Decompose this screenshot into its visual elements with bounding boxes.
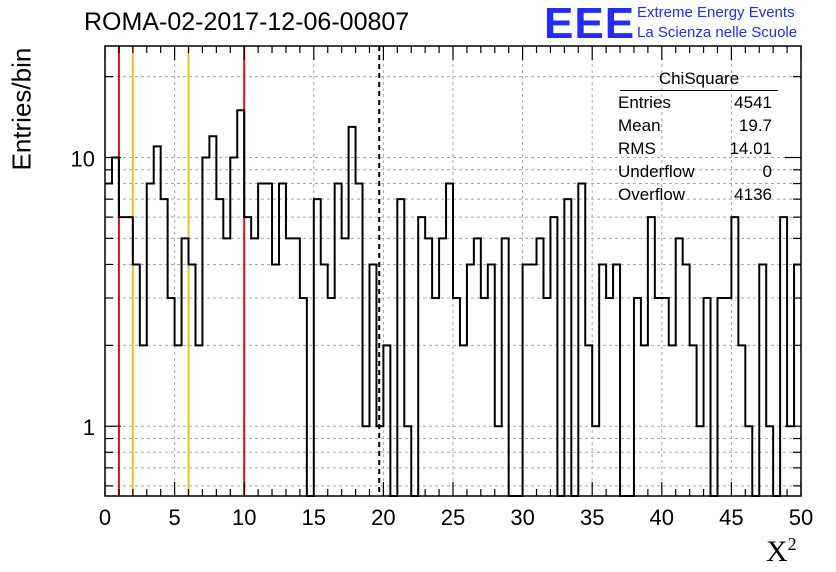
logo-subtitle-line1: Extreme Energy Events — [637, 4, 795, 21]
x-tick-label: 45 — [719, 505, 743, 530]
histogram-line — [105, 109, 801, 497]
stats-value: 4136 — [734, 185, 772, 204]
stats-value: 0 — [762, 162, 772, 181]
stats-label: Overflow — [618, 185, 686, 204]
stats-row: Overflow 4136 — [612, 183, 778, 206]
axis-ticks — [104, 46, 802, 496]
reference-lines — [117, 46, 381, 496]
stats-box: ChiSquare Entries 4541 Mean 19.7 RMS 14.01 … — [612, 68, 778, 206]
x-tick-label: 35 — [580, 505, 604, 530]
stats-value: 14.01 — [729, 139, 772, 158]
x-tick-label: 5 — [168, 505, 180, 530]
x-tick-label: 20 — [371, 505, 395, 530]
x-axis-label: X2 — [766, 534, 797, 569]
x-tick-label: 15 — [302, 505, 326, 530]
y-axis-label: Entries/bin — [6, 47, 37, 171]
x-tick-label: 25 — [441, 505, 465, 530]
y-tick-label: 10 — [71, 147, 95, 172]
stats-label: Underflow — [618, 162, 695, 181]
stats-row: Entries 4541 — [612, 91, 778, 114]
eee-logo: EEE — [544, 0, 636, 48]
stats-label: Entries — [618, 93, 671, 112]
y-tick-label: 1 — [83, 415, 95, 440]
stats-row: Mean 19.7 — [612, 114, 778, 137]
axis-tick-labels: 0 5 10 15 20 25 30 35 40 45 50 1 10 — [71, 147, 814, 530]
stats-value: 19.7 — [738, 116, 772, 135]
stats-label: RMS — [618, 139, 656, 158]
x-tick-label: 10 — [232, 505, 256, 530]
logo-subtitle-line2: La Scienza nelle Scuole — [637, 24, 798, 41]
x-axis-label-base: X — [766, 535, 788, 568]
x-tick-label: 0 — [99, 505, 111, 530]
x-tick-label: 30 — [510, 505, 534, 530]
stats-row: Underflow 0 — [612, 160, 778, 183]
stats-value: 4541 — [734, 93, 772, 112]
x-tick-label: 40 — [650, 505, 674, 530]
stats-title: ChiSquare — [620, 68, 778, 91]
x-axis-label-sup: 2 — [787, 534, 797, 554]
stats-row: RMS 14.01 — [612, 137, 778, 160]
stats-label: Mean — [618, 116, 661, 135]
x-tick-label: 50 — [789, 505, 813, 530]
run-title: ROMA-02-2017-12-06-00807 — [84, 8, 410, 36]
